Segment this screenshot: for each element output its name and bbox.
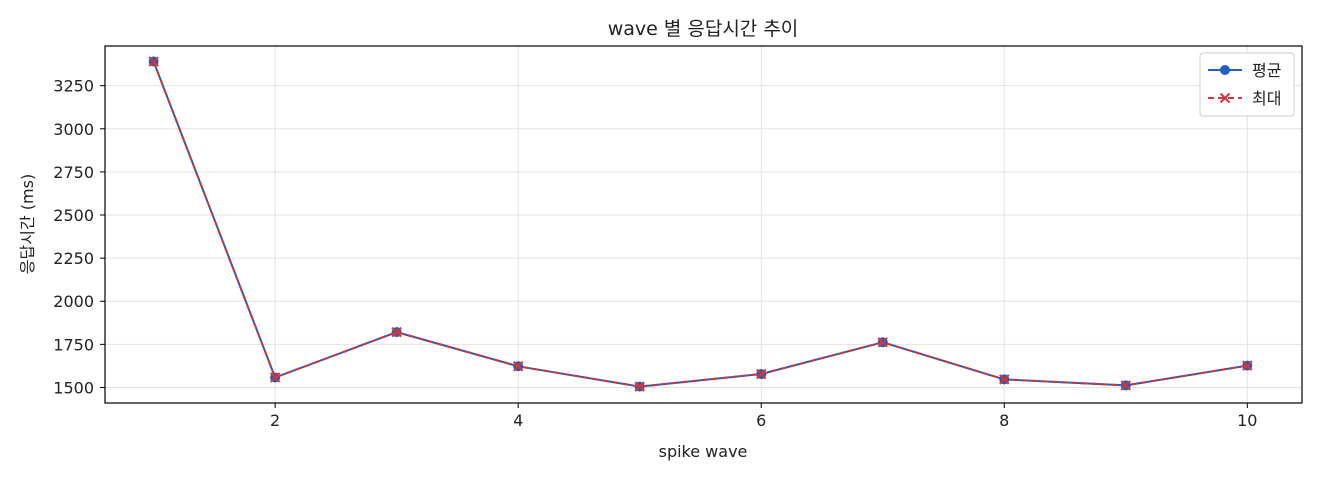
x-tick-label: 2 <box>270 411 280 430</box>
y-tick-label: 2750 <box>53 163 94 182</box>
data-point-max <box>391 326 402 338</box>
x-tick-label: 10 <box>1237 411 1257 430</box>
legend-marker-avg <box>1220 65 1230 75</box>
y-axis-label: 응답시간 (ms) <box>18 174 37 274</box>
y-tick-label: 3000 <box>53 120 94 139</box>
x-axis-ticks: 2 4 6 8 10 <box>270 403 1257 430</box>
x-tick-label: 4 <box>513 411 523 430</box>
data-point-max <box>877 337 888 348</box>
legend: 평균 최대 <box>1199 52 1295 117</box>
chart-title: wave 별 응답시간 추이 <box>608 18 799 40</box>
x-tick-label: 8 <box>999 411 1009 430</box>
data-point-max <box>1120 380 1131 391</box>
x-axis-label: spike wave <box>659 442 748 461</box>
y-tick-label: 2500 <box>53 206 94 225</box>
data-point-max <box>1242 360 1253 371</box>
legend-marker-max <box>1219 92 1231 104</box>
data-point-max <box>634 381 645 392</box>
plot-frame <box>104 45 1303 404</box>
data-point-max <box>999 374 1010 385</box>
y-tick-label: 3250 <box>53 77 94 96</box>
y-tick-label: 2000 <box>53 292 94 311</box>
data-point-max <box>148 56 159 67</box>
data-point-max <box>512 361 524 372</box>
grid <box>105 46 1302 403</box>
legend-label-max: 최대 <box>1252 89 1281 108</box>
y-axis-ticks: 1500 1750 2000 2250 2500 2750 3000 3250 <box>53 77 105 397</box>
plot-area <box>148 56 1253 392</box>
x-tick-label: 6 <box>756 411 766 430</box>
y-tick-label: 1750 <box>53 335 94 354</box>
series-line-max <box>152 61 1248 388</box>
legend-label-avg: 평균 <box>1252 61 1281 80</box>
y-tick-label: 1500 <box>53 378 94 397</box>
data-point-max <box>756 368 767 380</box>
y-tick-label: 2250 <box>53 249 94 268</box>
data-point-max <box>269 372 281 383</box>
